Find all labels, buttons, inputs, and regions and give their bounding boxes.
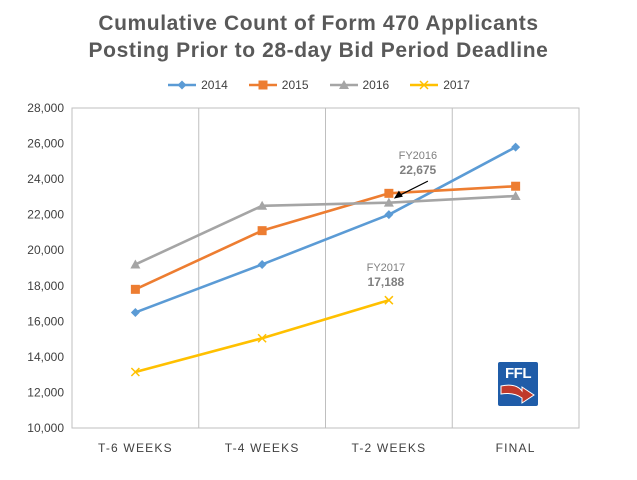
y-tick-label: 16,000 <box>27 314 64 328</box>
annotation-arrow-line <box>398 180 429 197</box>
x-tick-label: FINAL <box>496 441 536 455</box>
logo-arrow-icon <box>500 384 535 404</box>
annotation-value: 17,188 <box>368 275 405 289</box>
series-line-2014 <box>134 145 517 314</box>
series-line-2017 <box>135 298 390 374</box>
legend-label: 2015 <box>281 78 309 92</box>
data-point-2016 <box>130 259 141 269</box>
chart-title: Cumulative Count of Form 470 Applicants … <box>0 10 637 64</box>
legend-label: 2016 <box>362 78 390 92</box>
data-point-2016 <box>257 200 268 210</box>
y-tick-label: 18,000 <box>27 279 64 293</box>
legend-marker <box>258 80 268 90</box>
y-tick-label: 22,000 <box>27 208 64 222</box>
legend-marker <box>419 80 429 90</box>
y-tick-label: 10,000 <box>27 421 64 435</box>
data-point-2015 <box>384 188 394 198</box>
annotation-label: FY2016 <box>399 150 438 162</box>
x-tick-label: T-2 WEEKS <box>351 441 426 455</box>
y-tick-label: 26,000 <box>27 137 64 151</box>
data-point-2015 <box>257 226 267 236</box>
legend-item-2016: 2016 <box>329 78 390 92</box>
legend-marker <box>177 80 187 90</box>
legend-swatch-icon <box>329 80 358 89</box>
annotation-label: FY2017 <box>367 262 406 274</box>
ffl-logo: FFL <box>498 362 538 406</box>
legend-item-2015: 2015 <box>248 78 309 92</box>
data-point-2016 <box>510 191 521 200</box>
data-point-2015 <box>511 181 521 191</box>
y-tick-label: 28,000 <box>27 101 64 115</box>
y-tick-label: 24,000 <box>27 172 64 186</box>
x-tick-label: T-4 WEEKS <box>225 441 300 455</box>
data-point-2015 <box>130 284 140 294</box>
y-tick-label: 14,000 <box>27 350 64 364</box>
annotation-value: 22,675 <box>400 163 437 177</box>
series-line-2015 <box>134 184 516 291</box>
legend-swatch-icon <box>168 80 197 90</box>
y-tick-label: 20,000 <box>27 243 64 257</box>
legend-label: 2017 <box>443 78 470 92</box>
data-point-2017 <box>257 333 267 343</box>
legend-swatch-icon <box>410 80 439 90</box>
data-point-2014 <box>130 307 140 317</box>
logo-text: FFL <box>505 365 532 382</box>
data-point-2017 <box>384 295 394 305</box>
legend-item-2014: 2014 <box>167 78 228 92</box>
y-tick-label: 12,000 <box>27 385 64 399</box>
legend-item-2017: 2017 <box>409 78 470 92</box>
data-point-2014 <box>511 142 521 152</box>
annotation-arrowhead-icon <box>393 190 403 199</box>
chart-title-line-2: Posting Prior to 28-day Bid Period Deadl… <box>88 39 549 62</box>
data-point-2017 <box>130 367 140 377</box>
chart-legend: 2014 2015 2016 2017 <box>0 78 637 92</box>
legend-label: 2014 <box>201 78 228 92</box>
data-point-2014 <box>257 259 267 269</box>
legend-marker <box>338 80 349 89</box>
legend-swatch-icon <box>248 80 277 90</box>
data-point-2014 <box>384 210 394 220</box>
chart-title-line-1: Cumulative Count of Form 470 Applicants <box>98 12 539 35</box>
series-line-2016 <box>134 194 516 266</box>
x-tick-label: T-6 WEEKS <box>98 441 173 455</box>
data-point-2016 <box>383 197 394 207</box>
